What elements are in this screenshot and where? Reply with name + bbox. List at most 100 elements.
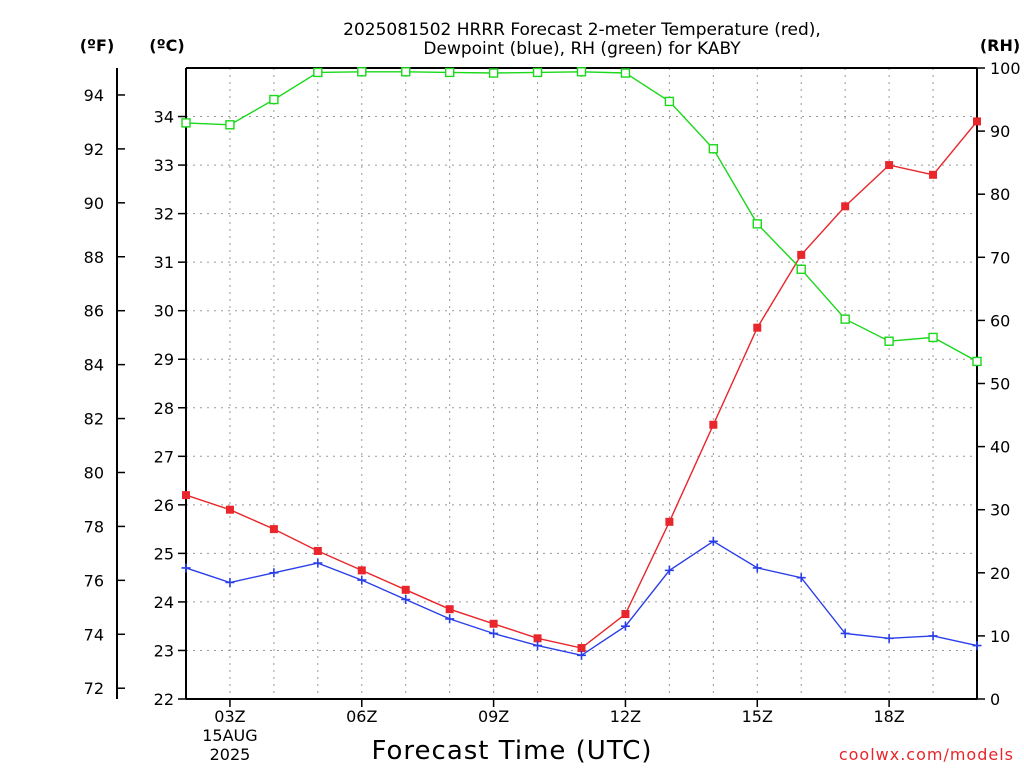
temperature-point <box>357 566 366 575</box>
celsius-tick-label: 32 <box>154 205 174 224</box>
axis-ticks: 72 74 76 78 80 82 84 86 88 90 92 94 22 23 24 25 26 27 28 29… <box>84 59 1021 764</box>
temperature-point <box>929 170 938 179</box>
temperature-point <box>753 323 762 332</box>
chart-title-line-1: 2025081502 HRRR Forecast 2-meter Tempera… <box>343 20 821 40</box>
credit-text: coolwx.com/models <box>839 745 1014 764</box>
rh-point <box>752 219 762 229</box>
rh-unit-label: (RH) <box>980 36 1020 55</box>
rh-tick-label: 80 <box>990 185 1010 204</box>
fahrenheit-tick-label: 82 <box>84 410 104 429</box>
x-tick-year-label: 2025 <box>210 745 251 764</box>
rh-tick-label: 10 <box>990 627 1010 646</box>
fahrenheit-tick-label: 90 <box>84 194 104 213</box>
fahrenheit-tick-label: 76 <box>84 571 104 590</box>
x-tick-label: 03Z <box>214 707 245 726</box>
fahrenheit-tick-label: 74 <box>84 625 104 644</box>
temperature-point <box>709 420 718 429</box>
fahrenheit-tick-label: 78 <box>84 517 104 536</box>
dewpoint-point <box>620 621 630 631</box>
celsius-tick-label: 34 <box>154 108 174 127</box>
temperature-point <box>313 546 322 555</box>
rh-point <box>313 67 323 78</box>
x-tick-label: 15Z <box>742 707 773 726</box>
dewpoint-point <box>533 641 543 651</box>
rh-point <box>620 68 631 78</box>
temperature-series <box>182 117 981 653</box>
temperature-point <box>489 619 498 628</box>
dewpoint-point <box>313 558 323 568</box>
x-tick-label: 12Z <box>610 707 641 726</box>
temperature-point <box>401 585 410 594</box>
temperature-point <box>621 610 630 619</box>
temperature-point <box>797 250 806 259</box>
dewpoint-point <box>181 563 191 573</box>
celsius-tick-label: 22 <box>154 690 174 709</box>
temperature-point <box>841 202 850 211</box>
rh-point <box>708 144 719 154</box>
dewpoint-point <box>840 628 850 638</box>
celsius-tick-label: 24 <box>154 593 174 612</box>
data-series <box>181 67 982 660</box>
grid-lines <box>185 68 978 700</box>
dewpoint-point <box>357 575 367 585</box>
rh-point <box>357 67 367 77</box>
rh-point <box>444 67 455 78</box>
rh-point <box>928 332 938 343</box>
celsius-tick-label: 28 <box>154 399 174 418</box>
celsius-tick-label: 23 <box>154 641 174 660</box>
rh-tick-label: 90 <box>990 122 1010 141</box>
x-axis-title: Forecast Time (UTC) <box>371 736 652 766</box>
dewpoint-point <box>752 563 762 573</box>
dewpoint-point <box>489 628 499 638</box>
fahrenheit-unit-label: (ºF) <box>80 36 115 55</box>
dewpoint-point <box>269 568 279 578</box>
rh-point <box>181 118 191 128</box>
rh-point <box>840 314 850 324</box>
fahrenheit-tick-label: 72 <box>84 679 104 698</box>
fahrenheit-tick-label: 92 <box>84 140 104 159</box>
rh-tick-label: 60 <box>990 311 1010 330</box>
rh-tick-label: 50 <box>990 375 1010 394</box>
rh-tick-label: 0 <box>990 690 1000 709</box>
dewpoint-point <box>796 573 806 583</box>
x-tick-label: 18Z <box>873 707 904 726</box>
temperature-point <box>445 605 454 614</box>
rh-tick-label: 20 <box>990 564 1010 583</box>
celsius-tick-label: 27 <box>154 447 174 466</box>
temperature-point <box>225 505 234 514</box>
temperature-point <box>269 525 278 534</box>
x-tick-label: 09Z <box>478 707 509 726</box>
fahrenheit-tick-label: 94 <box>84 86 104 105</box>
dewpoint-point <box>708 536 718 546</box>
rh-tick-label: 30 <box>990 501 1010 520</box>
dewpoint-point <box>664 565 674 575</box>
celsius-tick-label: 30 <box>154 302 174 321</box>
rh-point <box>884 336 894 346</box>
dewpoint-point <box>928 631 938 641</box>
rh-point <box>269 94 279 105</box>
celsius-tick-label: 25 <box>154 544 174 563</box>
dewpoint-point <box>445 614 455 624</box>
dewpoint-point <box>577 650 586 660</box>
temperature-point <box>885 161 894 170</box>
dewpoint-point <box>884 633 894 643</box>
rh-series <box>181 67 982 367</box>
temperature-point <box>665 517 674 526</box>
rh-point <box>401 67 411 77</box>
celsius-unit-label: (ºC) <box>149 36 184 55</box>
rh-point <box>532 67 543 78</box>
dewpoint-point <box>401 594 411 604</box>
celsius-tick-label: 29 <box>154 350 174 369</box>
fahrenheit-tick-label: 88 <box>84 248 104 267</box>
rh-tick-label: 100 <box>990 59 1021 78</box>
rh-tick-label: 40 <box>990 438 1010 457</box>
dewpoint-point <box>225 578 235 588</box>
temperature-point <box>577 644 586 653</box>
chart-title-line-2: Dewpoint (blue), RH (green) for KABY <box>423 39 741 59</box>
fahrenheit-tick-label: 80 <box>84 463 104 482</box>
rh-point <box>972 356 982 367</box>
rh-tick-label: 70 <box>990 248 1010 267</box>
rh-point <box>576 67 587 77</box>
temperature-point <box>973 117 981 126</box>
